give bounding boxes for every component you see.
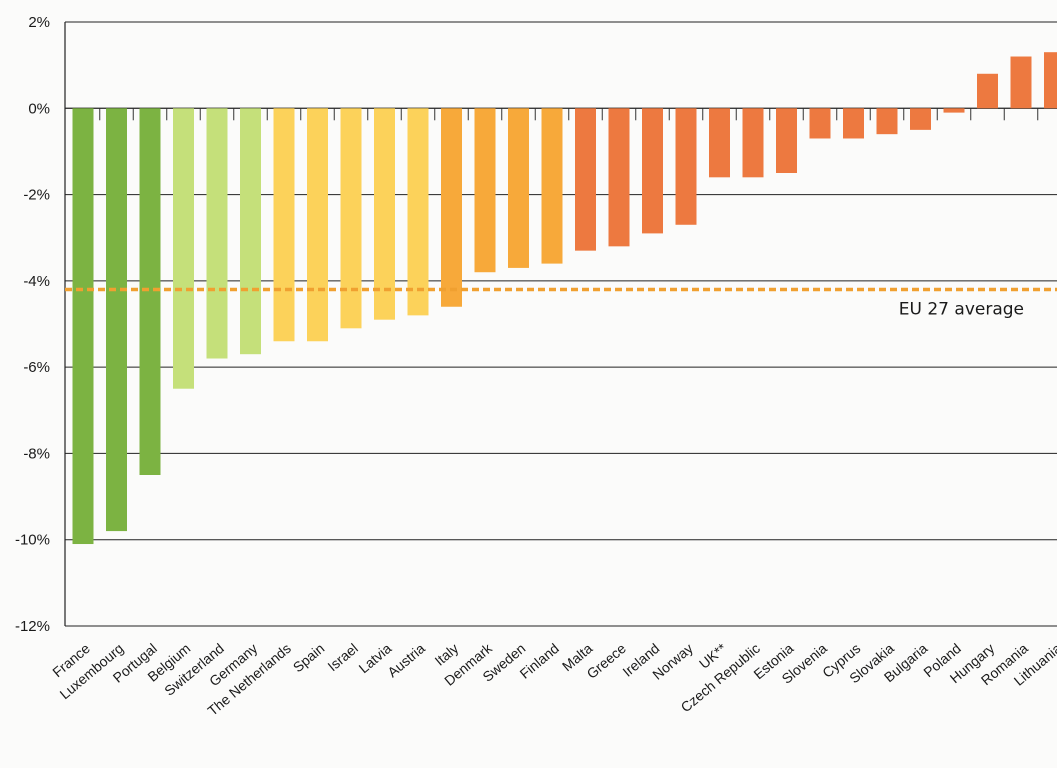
bar xyxy=(709,108,730,178)
y-tick-label: -4% xyxy=(23,273,50,290)
bar xyxy=(206,108,228,359)
bar xyxy=(575,108,596,251)
bar xyxy=(474,108,496,273)
bar xyxy=(541,108,563,264)
bar xyxy=(307,108,328,342)
bar xyxy=(843,108,864,139)
bar xyxy=(273,108,295,342)
y-tick-label: 0% xyxy=(28,100,50,117)
bar xyxy=(72,108,94,545)
bar xyxy=(675,108,697,225)
bar xyxy=(910,108,931,130)
bar xyxy=(642,108,663,234)
category-label: Israel xyxy=(324,640,361,674)
category-label: Spain xyxy=(290,640,328,675)
bars xyxy=(72,52,1057,545)
bar xyxy=(1010,56,1032,109)
bar xyxy=(608,108,630,247)
eu-average-label: EU 27 average xyxy=(899,299,1024,319)
bar xyxy=(240,108,261,355)
y-axis: 2% 0% -2% -4% -6% -8% -10% -12% xyxy=(15,14,1039,635)
bar xyxy=(742,108,764,178)
bar xyxy=(508,108,529,268)
y-tick-label: -10% xyxy=(15,532,50,549)
bar xyxy=(139,108,161,476)
bar xyxy=(407,108,429,316)
bar xyxy=(977,73,998,109)
bar xyxy=(106,108,127,532)
y-tick-label: -12% xyxy=(15,618,50,635)
category-label: Austria xyxy=(384,640,428,680)
bar xyxy=(943,108,965,113)
bar xyxy=(809,108,831,139)
y-tick-label: -2% xyxy=(23,187,50,204)
bar xyxy=(173,108,194,389)
reference-line-group: EU 27 average xyxy=(65,287,1057,319)
bar xyxy=(876,108,898,135)
y-tick-label: -8% xyxy=(23,445,50,462)
y-tick-label: -6% xyxy=(23,359,50,376)
bar xyxy=(374,108,395,320)
bar xyxy=(340,108,362,329)
category-labels: FranceLuxembourgPortugalBelgiumSwitzerla… xyxy=(49,639,1057,718)
bar xyxy=(441,108,462,307)
y-tick-label: 2% xyxy=(28,14,50,31)
bar xyxy=(776,108,797,173)
bar xyxy=(1044,52,1057,109)
